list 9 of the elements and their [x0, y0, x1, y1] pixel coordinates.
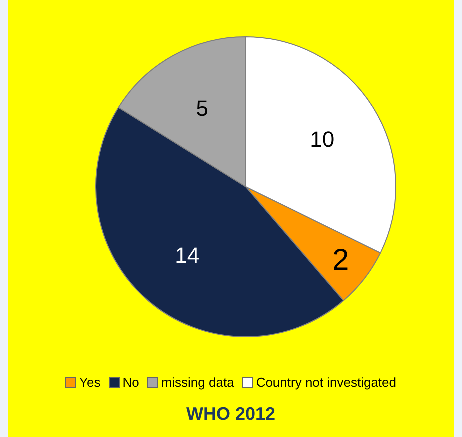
data-label: 10: [310, 126, 335, 152]
data-label: 2: [332, 244, 350, 277]
legend-label: No: [122, 375, 140, 390]
legend-label: Country not investigated: [255, 375, 397, 390]
text: WHO 2012: [185, 404, 277, 425]
legend-label: missing data: [160, 375, 234, 390]
data-label: 5: [196, 96, 208, 121]
data-label: 14: [175, 242, 200, 268]
legend-label: Yes: [78, 375, 101, 390]
